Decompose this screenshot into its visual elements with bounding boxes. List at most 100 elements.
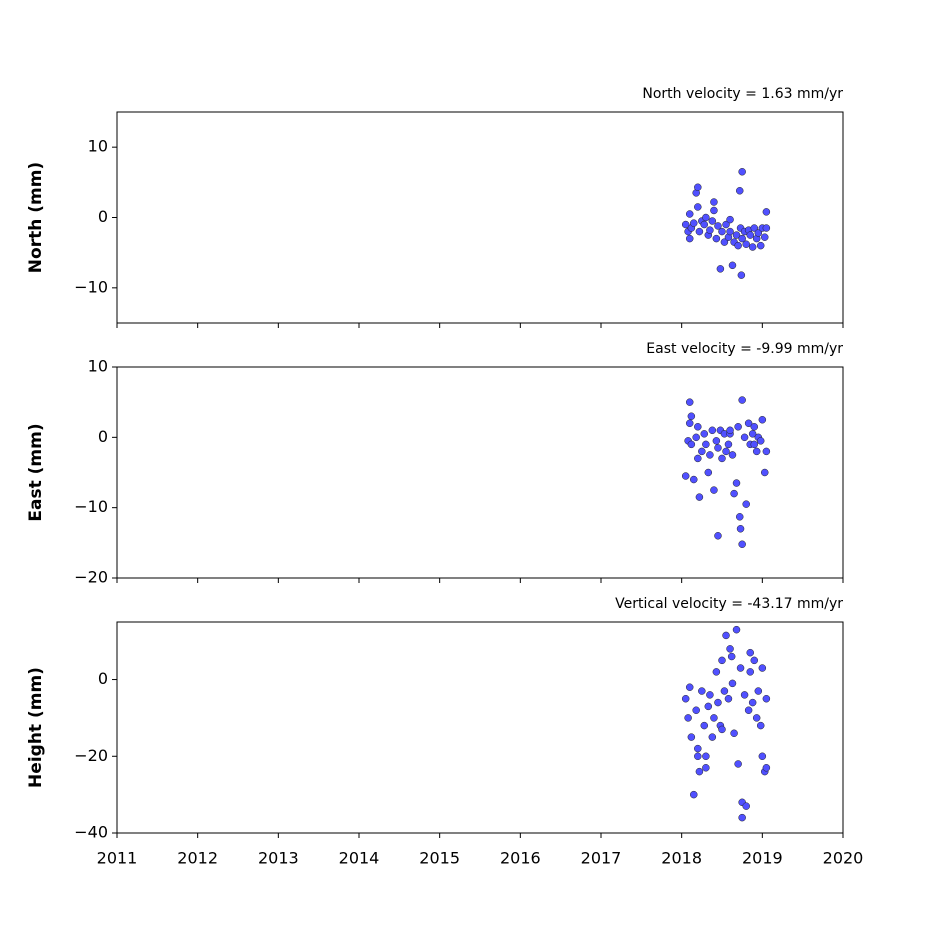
- point: [726, 215, 734, 224]
- point: [758, 664, 767, 672]
- point: [746, 648, 754, 657]
- point: [750, 423, 759, 431]
- point: [718, 725, 726, 734]
- point: [685, 398, 694, 406]
- point: [734, 760, 742, 768]
- point: [738, 813, 746, 822]
- point: [708, 426, 717, 435]
- point: [732, 231, 741, 239]
- point: [728, 451, 737, 459]
- point: [685, 234, 694, 243]
- point: [684, 714, 692, 722]
- point: [758, 416, 767, 424]
- point: [695, 767, 704, 776]
- point: [756, 437, 765, 445]
- point: [702, 752, 710, 761]
- point: [750, 440, 759, 449]
- point: [712, 437, 721, 445]
- plot-frame: [116, 621, 844, 834]
- y-tick-label: 0: [98, 207, 108, 226]
- y-tick-label: 10: [88, 357, 108, 376]
- y-tick-label: −20: [74, 746, 108, 765]
- point: [706, 691, 714, 699]
- y-tick-label: −40: [74, 823, 108, 842]
- x-tick-label: 2015: [419, 849, 460, 868]
- y-tick-label: 0: [98, 427, 108, 446]
- point: [730, 489, 738, 498]
- point: [752, 714, 761, 722]
- x-tick-label: 2011: [97, 849, 138, 868]
- x-tick-label: 2012: [177, 849, 218, 868]
- point: [694, 454, 702, 463]
- point: [756, 721, 765, 730]
- point: [720, 687, 729, 695]
- point: [718, 656, 726, 665]
- point: [685, 419, 694, 428]
- point: [762, 224, 771, 232]
- point: [736, 525, 745, 533]
- point: [761, 233, 769, 241]
- point: [690, 219, 698, 227]
- point: [718, 454, 726, 463]
- y-tick-label: −10: [74, 497, 108, 516]
- point: [685, 683, 694, 691]
- point: [704, 468, 713, 477]
- point: [700, 430, 709, 438]
- point: [695, 227, 704, 236]
- point: [748, 430, 757, 438]
- point: [714, 532, 722, 540]
- point: [742, 240, 750, 248]
- point: [758, 752, 767, 761]
- point: [734, 241, 742, 250]
- point: [690, 790, 698, 799]
- x-tick-label: 2017: [581, 849, 622, 868]
- point: [744, 419, 753, 428]
- point: [685, 210, 694, 218]
- point: [692, 706, 700, 714]
- point: [726, 227, 734, 236]
- point: [702, 213, 710, 222]
- point: [714, 698, 722, 707]
- point: [706, 226, 714, 234]
- point: [687, 733, 696, 741]
- point: [746, 231, 754, 239]
- point: [698, 447, 706, 456]
- point: [735, 187, 744, 195]
- point: [714, 444, 722, 452]
- y-tick-label: 0: [98, 669, 108, 688]
- plot-frame: [116, 366, 844, 579]
- point: [687, 412, 696, 420]
- x-tick-label: 2016: [500, 849, 541, 868]
- point: [716, 265, 725, 273]
- point: [690, 475, 698, 484]
- point: [762, 764, 771, 772]
- y-tick-label: 10: [88, 137, 108, 156]
- point: [750, 224, 759, 232]
- point: [728, 261, 737, 270]
- point: [722, 220, 730, 229]
- point: [722, 631, 730, 640]
- y-axis-label: East (mm): [26, 423, 46, 521]
- point: [706, 451, 714, 459]
- point: [700, 721, 709, 730]
- point: [727, 652, 736, 661]
- point: [694, 423, 702, 431]
- point: [744, 706, 753, 714]
- point: [708, 733, 717, 741]
- point: [702, 440, 710, 449]
- point: [730, 729, 738, 738]
- point: [734, 423, 742, 431]
- y-tick-label: −10: [74, 277, 108, 296]
- panel-title: East velocity = -9.99 mm/yr: [646, 341, 843, 357]
- point: [762, 447, 771, 456]
- point: [700, 220, 709, 229]
- point: [750, 656, 759, 665]
- point: [695, 493, 704, 501]
- point: [708, 217, 717, 225]
- point: [728, 679, 737, 688]
- point: [698, 687, 706, 695]
- point: [704, 702, 713, 711]
- x-tick-label: 2019: [742, 849, 783, 868]
- point: [754, 687, 763, 695]
- point: [752, 447, 761, 456]
